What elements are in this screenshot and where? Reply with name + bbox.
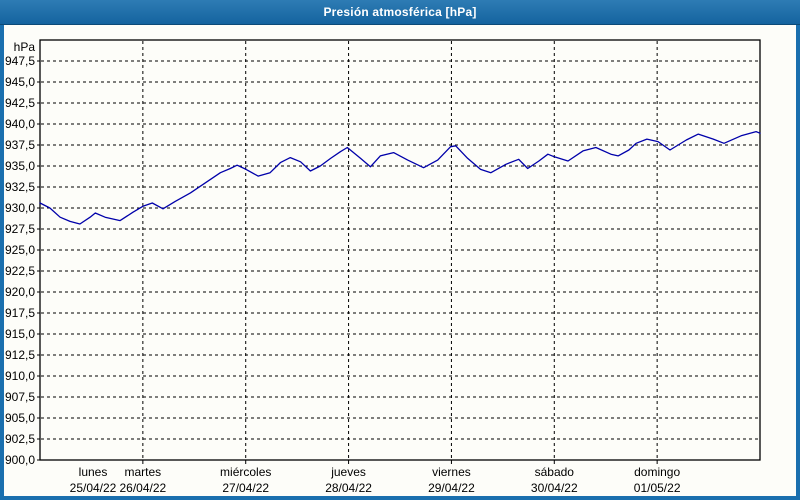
y-axis-unit-label: hPa <box>14 40 36 54</box>
y-tick-label: 932,5 <box>5 180 35 194</box>
y-tick-label: 907,5 <box>5 390 35 404</box>
y-tick-label: 947,5 <box>5 54 35 68</box>
y-tick-label: 945,0 <box>5 75 35 89</box>
x-day-date-label: 29/04/22 <box>428 481 475 495</box>
x-day-date-label: 26/04/22 <box>119 481 166 495</box>
y-tick-label: 902,5 <box>5 432 35 446</box>
plot-frame <box>39 39 761 461</box>
y-tick-label: 922,5 <box>5 264 35 278</box>
x-day-name-label: lunes <box>79 465 108 479</box>
y-tick-label: 920,0 <box>5 285 35 299</box>
y-tick-label: 910,0 <box>5 369 35 383</box>
x-day-name-label: jueves <box>330 465 366 479</box>
x-day-date-label: 30/04/22 <box>531 481 578 495</box>
y-tick-label: 927,5 <box>5 222 35 236</box>
y-tick-label: 900,0 <box>5 453 35 467</box>
x-day-date-label: 28/04/22 <box>325 481 372 495</box>
y-tick-label: 912,5 <box>5 348 35 362</box>
x-day-name-label: martes <box>125 465 162 479</box>
y-tick-label: 925,0 <box>5 243 35 257</box>
y-tick-label: 935,0 <box>5 159 35 173</box>
y-tick-label: 915,0 <box>5 327 35 341</box>
pressure-line <box>39 130 761 225</box>
x-day-name-label: miércoles <box>220 465 271 479</box>
y-tick-label: 930,0 <box>5 201 35 215</box>
pressure-chart: 947,5 945,0 942,5 940,0 937,5 935,0 932,5 930,0… <box>5 39 761 495</box>
y-tick-label: 937,5 <box>5 138 35 152</box>
chart-title: Presión atmosférica [hPa] <box>323 5 477 19</box>
y-tick-label: 917,5 <box>5 306 35 320</box>
x-day-date-label: 25/04/22 <box>70 481 117 495</box>
y-tick-label: 942,5 <box>5 96 35 110</box>
y-tick-label: 905,0 <box>5 411 35 425</box>
chart-panel: 947,5 945,0 942,5 940,0 937,5 935,0 932,5 930,0… <box>4 25 796 496</box>
x-day-name-label: sábado <box>535 465 575 479</box>
y-tick-label: 940,0 <box>5 117 35 131</box>
x-day-name-label: domingo <box>634 465 680 479</box>
x-day-date-label: 27/04/22 <box>222 481 269 495</box>
x-day-name-label: viernes <box>432 465 471 479</box>
title-bar: Presión atmosférica [hPa] <box>0 0 800 25</box>
x-day-date-label: 01/05/22 <box>634 481 681 495</box>
